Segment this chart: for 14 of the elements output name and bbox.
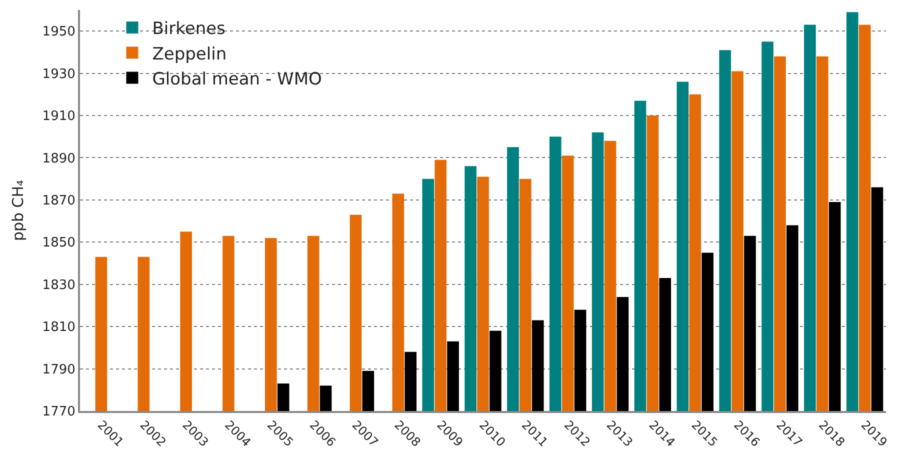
y-tick-label: 1830 bbox=[42, 278, 76, 293]
y-tick-label: 1770 bbox=[42, 404, 76, 420]
y-tick-label: 1850 bbox=[42, 236, 76, 251]
legend-label: Zeppelin bbox=[152, 44, 227, 64]
y-tick-label: 1870 bbox=[42, 194, 76, 208]
y-tick-label: 1950 bbox=[42, 24, 76, 40]
y-tick-label: 1910 bbox=[42, 109, 76, 124]
y-tick-label: 1930 bbox=[42, 66, 76, 82]
y-tick-label: 1790 bbox=[42, 362, 76, 378]
legend-label: Birkenes bbox=[152, 19, 226, 40]
legend-label: Global mean - WMO bbox=[152, 69, 322, 90]
y-axis-title: ppb CH₄ bbox=[9, 180, 28, 242]
y-tick-label: 1810 bbox=[42, 320, 76, 336]
y-tick-label: 1890 bbox=[42, 151, 76, 166]
